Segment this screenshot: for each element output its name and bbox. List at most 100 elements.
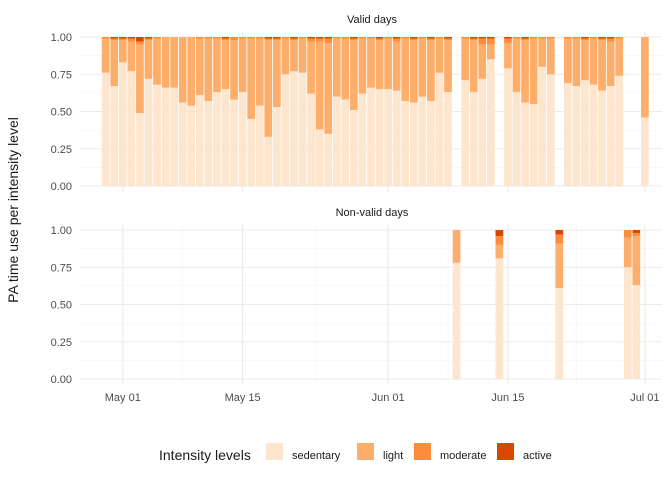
bar-segment-moderate <box>350 38 358 40</box>
bar-segment-moderate <box>598 38 606 40</box>
y-axis-label: PA time use per intensity level <box>5 117 21 303</box>
legend-key-sedentary <box>266 443 283 460</box>
bar-segment-light <box>564 38 572 84</box>
panel-non-valid-days: 0.00 0.25 0.50 0.75 1.00 <box>51 224 662 386</box>
bar-segment-light <box>230 39 238 100</box>
bar-segment-sedentary <box>427 101 435 186</box>
bar-segment-active <box>350 37 358 39</box>
x-tick-label: Jul 01 <box>630 392 659 404</box>
bar-segment-moderate <box>589 37 598 39</box>
bar-segment-active <box>273 37 281 39</box>
bar-segment-sedentary <box>101 72 110 186</box>
bar-segment-light <box>452 230 461 263</box>
legend-title: Intensity levels <box>159 447 251 463</box>
bar-segment-active <box>427 37 435 39</box>
bar-segment-active <box>144 37 153 39</box>
bar-segment-light <box>435 38 444 73</box>
bar-segment-light <box>409 39 418 103</box>
bar-segment-sedentary <box>161 87 170 186</box>
bar-segment-moderate <box>332 37 341 39</box>
bar-segment-sedentary <box>495 258 504 379</box>
bar-segment-sedentary <box>444 92 452 186</box>
bar-segment-light <box>332 38 341 97</box>
bar-segment-active <box>136 37 144 42</box>
legend-key-active <box>497 443 514 460</box>
bar-segment-moderate <box>136 41 144 45</box>
bar-segment-moderate <box>110 38 119 40</box>
legend-key-light <box>357 443 374 460</box>
bar-segment-light <box>298 38 307 73</box>
bar-segment-light <box>555 243 564 289</box>
bar-segment-moderate <box>273 38 281 40</box>
bar-segment-light <box>504 42 512 69</box>
y-tick-label: 0.50 <box>51 300 72 312</box>
y-tick-label: 0.75 <box>51 262 72 274</box>
bar-segment-active <box>444 37 452 39</box>
legend-label-active: active <box>523 450 552 462</box>
bar-segment-sedentary <box>538 66 547 186</box>
bar-segment-moderate <box>290 38 298 40</box>
bar-segment-moderate <box>427 38 435 40</box>
bar-segment-active <box>392 37 401 39</box>
legend-label-light: light <box>383 450 403 462</box>
bar-segment-moderate <box>581 38 589 40</box>
bar-segment-sedentary <box>324 133 333 186</box>
bar-segment-moderate <box>375 38 384 40</box>
bar-segment-active <box>221 37 230 39</box>
bar-segment-sedentary <box>521 102 529 186</box>
bar-segment-light <box>273 39 281 108</box>
bar-segment-light <box>290 39 298 72</box>
bar-segment-sedentary <box>606 86 615 186</box>
y-tick-label: 0.25 <box>51 144 72 156</box>
bar-segment-light <box>358 38 367 94</box>
bar-segment-light <box>281 38 290 75</box>
bar-segment-light <box>521 39 529 103</box>
bar-segment-sedentary <box>615 75 624 186</box>
y-tick-label: 0.00 <box>51 374 72 386</box>
bar-segment-light <box>632 235 641 286</box>
bar-segment-sedentary <box>581 80 589 186</box>
bar-segment-active <box>127 37 136 39</box>
bar-segment-light <box>589 38 598 85</box>
bar-segment-sedentary <box>452 262 461 379</box>
bar-segment-moderate <box>213 37 221 39</box>
bar-segment-moderate <box>409 38 418 40</box>
bar-segment-active <box>504 37 512 39</box>
bar-segment-active <box>118 37 127 39</box>
bar-segment-light <box>392 41 401 91</box>
x-tick-label: May 01 <box>105 392 141 404</box>
bar-segment-sedentary <box>392 90 401 186</box>
bar-segment-moderate <box>264 38 273 40</box>
y-tick-label: 0.75 <box>51 69 72 81</box>
bar-segment-active <box>264 37 273 39</box>
bar-segment-sedentary <box>281 74 290 186</box>
bar-segment-moderate <box>444 38 452 40</box>
bar-segment-light <box>418 38 427 97</box>
bar-segment-light <box>384 38 392 90</box>
bar-segment-sedentary <box>118 62 127 186</box>
bar-segment-moderate <box>101 37 110 39</box>
bar-segment-light <box>161 37 170 88</box>
bar-segment-sedentary <box>641 117 649 186</box>
bar-segment-light <box>512 38 521 93</box>
panel-valid-days: 0.00 0.25 0.50 0.75 1.00 <box>51 31 662 193</box>
bar-segment-light <box>444 39 452 93</box>
bar-segment-light <box>367 38 375 88</box>
bar-segment-sedentary <box>375 89 384 186</box>
bar-segment-moderate <box>298 37 307 39</box>
bar-segment-light <box>204 38 213 102</box>
bar-segment-sedentary <box>290 71 298 186</box>
bar-segment-moderate <box>127 38 136 42</box>
bar-segment-light <box>221 39 230 90</box>
bar-segment-sedentary <box>144 78 153 186</box>
bar-segment-light <box>324 42 333 134</box>
bar-segment-active <box>478 37 487 39</box>
bar-segment-sedentary <box>555 288 564 379</box>
bar-segment-active <box>598 37 606 39</box>
bar-segment-moderate <box>358 37 367 39</box>
bar-segment-sedentary <box>315 129 324 186</box>
bar-segment-moderate <box>461 37 469 39</box>
bar-segment-light <box>606 41 615 87</box>
bar-segment-sedentary <box>127 71 136 186</box>
bar-segment-moderate <box>281 37 290 39</box>
